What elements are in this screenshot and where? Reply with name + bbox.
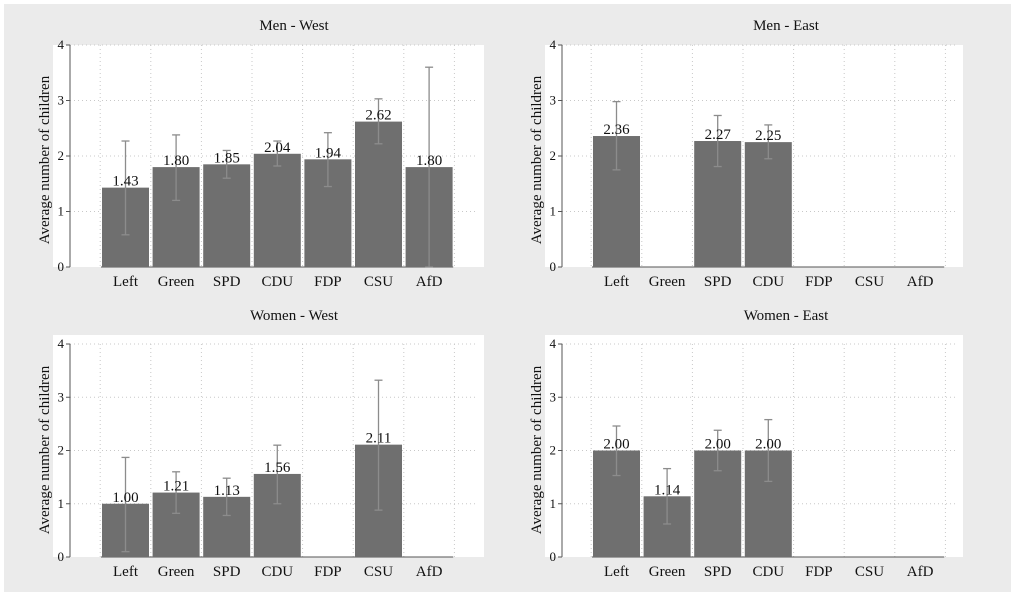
- data-label-cdu: 1.56: [264, 460, 291, 476]
- y-tick-label: 1: [550, 204, 557, 219]
- y-axis-label: Average number of children: [37, 75, 53, 244]
- x-tick-label-csu: CSU: [855, 274, 884, 290]
- x-tick-label-green: Green: [649, 274, 686, 290]
- data-label-green: 1.14: [654, 482, 681, 498]
- x-tick-label-green: Green: [649, 564, 686, 580]
- x-tick-label-left: Left: [604, 274, 630, 290]
- data-label-left: 1.43: [112, 174, 138, 190]
- x-tick-label-left: Left: [113, 564, 139, 580]
- data-label-csu: 2.62: [365, 108, 391, 124]
- bar-cdu: [253, 153, 301, 267]
- x-tick-label-green: Green: [158, 274, 195, 290]
- data-label-green: 1.21: [163, 479, 189, 495]
- y-tick-label: 0: [58, 259, 65, 274]
- data-label-cdu: 2.25: [755, 128, 781, 144]
- y-tick-label: 3: [58, 93, 65, 108]
- y-tick-label: 3: [550, 389, 557, 404]
- chart-title: Men - West: [259, 18, 329, 34]
- chart-title: Women - East: [744, 308, 829, 324]
- x-tick-label-fdp: FDP: [314, 564, 342, 580]
- chart-panel-2: Men - East Average number of children 0 1 2 3…: [529, 18, 963, 290]
- x-tick-label-csu: CSU: [855, 564, 884, 580]
- data-label-csu: 2.11: [366, 431, 392, 447]
- x-tick-label-cdu: CDU: [752, 274, 784, 290]
- y-tick-label: 1: [58, 204, 65, 219]
- y-tick-label: 0: [550, 549, 557, 564]
- x-tick-label-afd: AfD: [416, 274, 443, 290]
- y-tick-label: 0: [58, 549, 65, 564]
- y-tick-label: 3: [550, 93, 557, 108]
- data-label-spd: 2.27: [705, 127, 732, 143]
- x-tick-label-fdp: FDP: [805, 274, 833, 290]
- y-tick-label: 4: [550, 37, 557, 52]
- chart-title: Women - West: [250, 308, 339, 324]
- x-tick-label-afd: AfD: [907, 564, 934, 580]
- x-tick-label-afd: AfD: [416, 564, 443, 580]
- y-axis-label: Average number of children: [529, 75, 545, 244]
- data-label-left: 2.36: [603, 122, 630, 138]
- x-tick-label-spd: SPD: [213, 564, 241, 580]
- y-tick-label: 2: [550, 443, 557, 458]
- data-label-spd: 1.85: [214, 150, 240, 166]
- x-tick-label-left: Left: [113, 274, 139, 290]
- y-tick-label: 4: [58, 37, 65, 52]
- y-tick-label: 2: [550, 148, 557, 163]
- y-axis-label: Average number of children: [37, 365, 53, 534]
- bar-csu: [355, 121, 402, 267]
- x-tick-label-left: Left: [604, 564, 630, 580]
- y-tick-label: 2: [58, 443, 65, 458]
- bar-spd: [203, 164, 251, 267]
- bar-cdu: [744, 142, 792, 267]
- y-tick-label: 4: [550, 336, 557, 351]
- x-tick-label-fdp: FDP: [314, 274, 342, 290]
- y-tick-label: 0: [550, 259, 557, 274]
- x-tick-label-fdp: FDP: [805, 564, 833, 580]
- y-tick-label: 4: [58, 336, 65, 351]
- x-tick-label-csu: CSU: [364, 274, 393, 290]
- x-tick-label-green: Green: [158, 564, 195, 580]
- data-label-spd: 2.00: [705, 437, 731, 453]
- x-tick-label-cdu: CDU: [261, 564, 293, 580]
- y-tick-label: 1: [550, 496, 557, 511]
- data-label-left: 1.00: [112, 490, 138, 506]
- data-label-green: 1.80: [163, 153, 189, 169]
- y-tick-label: 3: [58, 389, 65, 404]
- chart-panel-1: Men - West Average number of children 0 1 2 3…: [37, 18, 484, 290]
- chart-panel-3: Women - West Average number of children 0 1…: [37, 308, 484, 580]
- data-label-afd: 1.80: [416, 153, 442, 169]
- data-label-cdu: 2.00: [755, 437, 781, 453]
- x-tick-label-cdu: CDU: [752, 564, 784, 580]
- data-label-cdu: 2.04: [264, 140, 291, 156]
- y-tick-label: 2: [58, 148, 65, 163]
- data-label-left: 2.00: [603, 437, 629, 453]
- chart-panel-4: Women - East Average number of children 0 1…: [529, 308, 963, 580]
- data-label-fdp: 1.94: [315, 145, 342, 161]
- x-tick-label-spd: SPD: [704, 564, 732, 580]
- chart-title: Men - East: [753, 18, 820, 34]
- y-tick-label: 1: [58, 496, 65, 511]
- x-tick-label-spd: SPD: [704, 274, 732, 290]
- x-tick-label-cdu: CDU: [261, 274, 293, 290]
- data-label-spd: 1.13: [214, 483, 240, 499]
- x-tick-label-spd: SPD: [213, 274, 241, 290]
- x-tick-label-afd: AfD: [907, 274, 934, 290]
- y-axis-label: Average number of children: [529, 365, 545, 534]
- x-tick-label-csu: CSU: [364, 564, 393, 580]
